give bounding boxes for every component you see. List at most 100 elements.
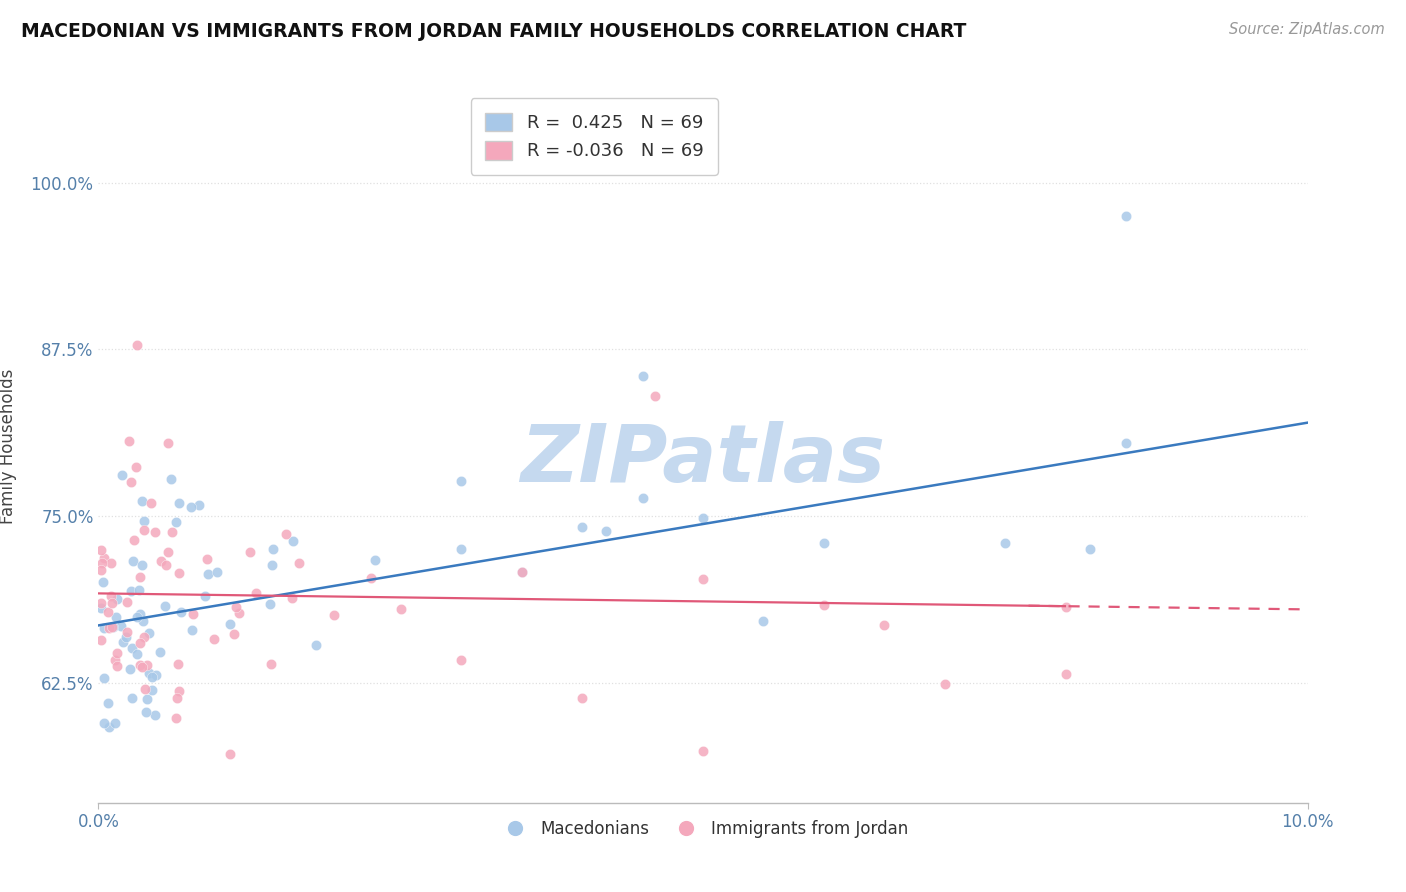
Point bbox=[100, 556, 122, 570]
Y-axis label: Family Households: Family Households bbox=[0, 368, 17, 524]
Point bbox=[155, 558, 177, 572]
Point bbox=[169, 566, 191, 581]
Point bbox=[100, 589, 122, 603]
Point bbox=[644, 389, 666, 403]
Point bbox=[127, 338, 149, 352]
Text: MACEDONIAN VS IMMIGRANTS FROM JORDAN FAMILY HOUSEHOLDS CORRELATION CHART: MACEDONIAN VS IMMIGRANTS FROM JORDAN FAM… bbox=[21, 22, 966, 41]
Point bbox=[129, 607, 152, 621]
Point bbox=[118, 662, 141, 676]
Text: ZIPatlas: ZIPatlas bbox=[520, 421, 886, 500]
Point bbox=[97, 720, 120, 734]
Point bbox=[93, 551, 115, 566]
Point bbox=[262, 542, 284, 557]
Point bbox=[107, 592, 129, 607]
Point bbox=[1115, 209, 1137, 223]
Point bbox=[132, 631, 155, 645]
Point bbox=[145, 667, 167, 681]
Legend: Macedonians, Immigrants from Jordan: Macedonians, Immigrants from Jordan bbox=[492, 814, 914, 845]
Point bbox=[91, 556, 114, 570]
Point bbox=[131, 494, 153, 508]
Point bbox=[143, 708, 166, 723]
Point bbox=[101, 596, 124, 610]
Point bbox=[90, 596, 112, 610]
Point bbox=[218, 747, 240, 761]
Point bbox=[160, 524, 183, 539]
Point bbox=[114, 630, 136, 644]
Point bbox=[262, 558, 284, 573]
Point bbox=[450, 542, 472, 557]
Point bbox=[105, 646, 128, 660]
Point bbox=[1054, 667, 1077, 681]
Point bbox=[692, 572, 714, 586]
Point bbox=[132, 614, 155, 628]
Point bbox=[934, 676, 956, 690]
Point bbox=[90, 633, 112, 648]
Point bbox=[631, 491, 654, 505]
Point bbox=[510, 565, 533, 579]
Point bbox=[122, 554, 145, 568]
Point bbox=[131, 558, 153, 573]
Point bbox=[93, 575, 115, 590]
Point bbox=[228, 606, 250, 620]
Point bbox=[181, 607, 204, 621]
Point bbox=[131, 659, 153, 673]
Point bbox=[752, 614, 775, 628]
Point bbox=[90, 563, 112, 577]
Point bbox=[166, 690, 188, 705]
Point bbox=[165, 711, 187, 725]
Point bbox=[101, 620, 124, 634]
Point bbox=[245, 585, 267, 599]
Point bbox=[121, 640, 143, 655]
Point bbox=[450, 475, 472, 489]
Point bbox=[97, 696, 120, 710]
Point bbox=[167, 657, 190, 671]
Point bbox=[813, 536, 835, 550]
Text: Source: ZipAtlas.com: Source: ZipAtlas.com bbox=[1229, 22, 1385, 37]
Point bbox=[288, 556, 311, 570]
Point bbox=[115, 625, 138, 640]
Point bbox=[121, 583, 143, 598]
Point bbox=[138, 666, 160, 681]
Point bbox=[90, 601, 112, 615]
Point bbox=[118, 434, 141, 448]
Point bbox=[305, 638, 328, 652]
Point bbox=[150, 554, 173, 568]
Point bbox=[125, 459, 148, 474]
Point bbox=[157, 435, 180, 450]
Point bbox=[225, 600, 247, 615]
Point bbox=[224, 627, 246, 641]
Point bbox=[115, 595, 138, 609]
Point bbox=[994, 535, 1017, 549]
Point bbox=[141, 496, 163, 510]
Point bbox=[813, 598, 835, 612]
Point bbox=[125, 648, 148, 662]
Point bbox=[194, 589, 217, 603]
Point bbox=[128, 636, 150, 650]
Point bbox=[136, 658, 159, 673]
Point bbox=[692, 744, 714, 758]
Point bbox=[180, 500, 202, 514]
Point bbox=[128, 658, 150, 673]
Point bbox=[149, 645, 172, 659]
Point bbox=[132, 524, 155, 538]
Point bbox=[1078, 542, 1101, 557]
Point bbox=[127, 609, 149, 624]
Point bbox=[93, 671, 115, 685]
Point bbox=[195, 552, 218, 566]
Point bbox=[510, 565, 533, 579]
Point bbox=[104, 716, 127, 731]
Point bbox=[170, 605, 193, 619]
Point bbox=[239, 545, 262, 559]
Point bbox=[128, 583, 150, 598]
Point bbox=[124, 533, 146, 548]
Point bbox=[1115, 436, 1137, 450]
Point bbox=[153, 599, 176, 614]
Point bbox=[134, 705, 156, 719]
Point bbox=[110, 619, 132, 633]
Point bbox=[97, 621, 120, 635]
Point bbox=[281, 534, 304, 549]
Point bbox=[631, 368, 654, 383]
Point bbox=[260, 657, 283, 672]
Point bbox=[205, 565, 228, 579]
Point bbox=[259, 597, 281, 611]
